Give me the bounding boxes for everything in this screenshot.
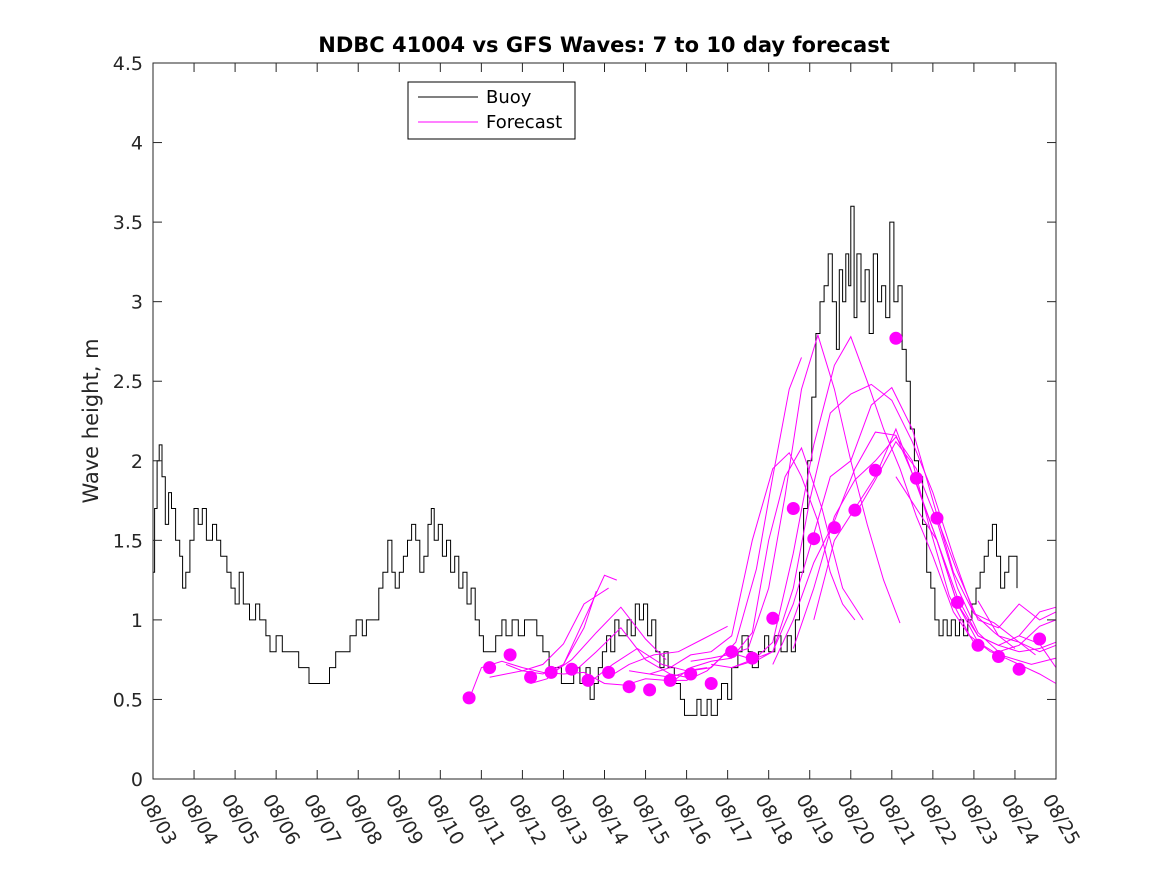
y-tick-label: 0.5 (113, 689, 143, 711)
y-tick-label: 3 (131, 292, 143, 314)
forecast-marker-1 (462, 691, 476, 705)
y-tick-label: 3.5 (113, 212, 143, 234)
y-tick-label: 4 (131, 133, 143, 155)
forecast-line-4 (530, 574, 617, 684)
forecast-marker-22 (889, 331, 903, 345)
forecast-marker-4 (524, 670, 538, 684)
forecast-marker-12 (684, 667, 698, 681)
forecast-marker-2 (483, 661, 497, 675)
forecast-marker-29 (1033, 632, 1047, 646)
forecast-marker-9 (622, 680, 636, 694)
legend: Buoy Forecast (407, 81, 576, 140)
forecast-marker-25 (951, 595, 964, 609)
forecast-marker-14 (725, 645, 739, 659)
y-tick-label: 0 (131, 769, 143, 791)
forecast-marker-17 (786, 502, 800, 515)
y-tick-label: 4.5 (113, 53, 143, 75)
legend-label-forecast: Forecast (486, 112, 562, 133)
buoy-series-line (153, 205, 1018, 716)
forecast-line-3 (505, 587, 609, 672)
forecast-marker-8 (602, 665, 616, 679)
forecast-marker-23 (909, 471, 923, 485)
forecast-line-20 (895, 476, 1057, 646)
forecast-marker-18 (807, 532, 821, 546)
forecast-line-21 (936, 517, 1057, 629)
forecast-marker-10 (643, 683, 657, 697)
chart-title: NDBC 41004 vs GFS Waves: 7 to 10 day for… (318, 33, 889, 57)
y-tick-label: 2 (131, 451, 143, 473)
forecast-marker-15 (745, 651, 759, 665)
forecast-line-9 (629, 357, 802, 678)
forecast-marker-26 (971, 638, 985, 652)
forecast-marker-28 (1012, 662, 1026, 676)
forecast-line-2 (489, 591, 597, 678)
forecast-marker-13 (704, 677, 718, 690)
y-tick-label: 2.5 (113, 371, 143, 393)
forecast-marker-6 (565, 662, 579, 676)
forecast-marker-20 (848, 503, 862, 517)
forecast-line-1 (468, 651, 749, 700)
forecast-marker-7 (581, 673, 595, 687)
legend-label-buoy: Buoy (486, 87, 532, 108)
y-axis-label: Wave height, m (79, 338, 103, 503)
y-tick-label: 1 (131, 610, 143, 632)
forecast-line-22 (977, 600, 1057, 653)
forecast-line-8 (608, 625, 728, 678)
forecast-line-5 (550, 606, 667, 675)
forecast-line-10 (649, 451, 856, 675)
data-layer (153, 205, 1057, 716)
forecast-marker-21 (868, 463, 882, 477)
forecast-marker-27 (992, 650, 1005, 663)
plot-area (153, 63, 1056, 779)
forecast-marker-11 (663, 673, 677, 687)
y-tick-label: 1.5 (113, 530, 143, 552)
forecast-line-13 (711, 335, 975, 669)
forecast-marker-5 (544, 665, 558, 679)
forecast-marker-19 (827, 521, 841, 535)
legend-box (407, 81, 576, 140)
forecast-marker-24 (930, 511, 944, 525)
forecast-marker-16 (766, 611, 780, 625)
forecast-marker-3 (503, 648, 517, 662)
forecast-line-17 (792, 436, 1057, 665)
forecast-line-15 (752, 386, 1036, 664)
